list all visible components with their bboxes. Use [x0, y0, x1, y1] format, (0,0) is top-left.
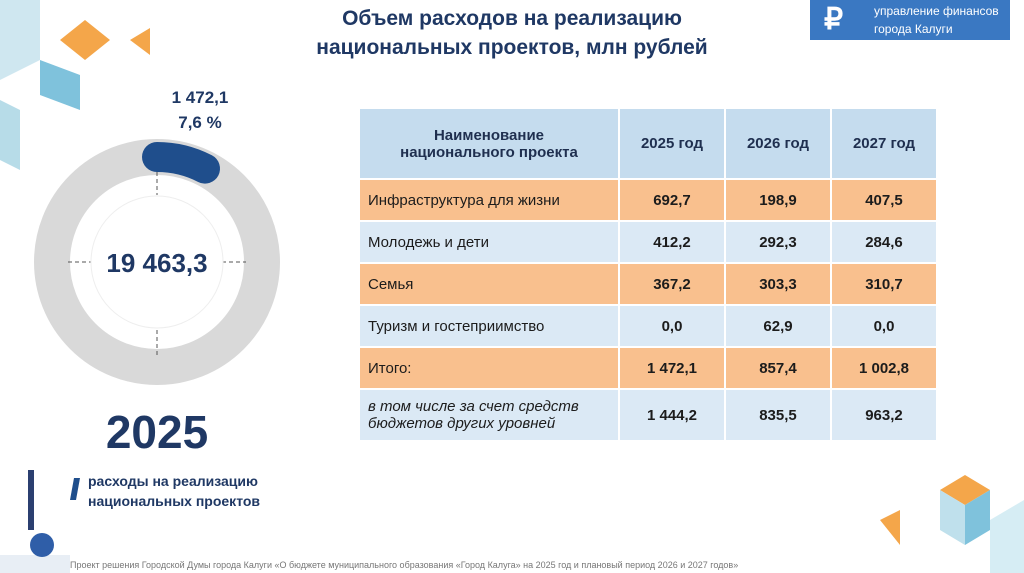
value-cell: 1 444,2: [618, 388, 726, 442]
value-cell: 0,0: [618, 304, 726, 348]
value-cell: 412,2: [618, 220, 726, 264]
row: Семья 367,2 303,3 310,7: [358, 262, 938, 306]
value-cell: 0,0: [830, 304, 938, 348]
logo: ₽ управление финансов города Калуги: [810, 0, 1010, 40]
name-cell: Молодежь и дети: [358, 220, 620, 264]
segment-percent: 7,6 %: [178, 113, 221, 132]
row: Итого: 1 472,1 857,4 1 002,8: [358, 346, 938, 390]
name-cell: Итого:: [358, 346, 620, 390]
row: Инфраструктура для жизни 692,7 198,9 407,5: [358, 178, 938, 222]
cube: [880, 510, 900, 545]
cube: [990, 500, 1024, 573]
name-cell: Туризм и гостеприимство: [358, 304, 620, 348]
donut-total: 19 463,3: [106, 248, 207, 278]
cube: [130, 28, 150, 55]
header-cell: Наименование национального проекта: [358, 107, 620, 180]
value-cell: 1 472,1: [618, 346, 726, 390]
logo-text: города Калуги: [874, 22, 953, 36]
header-cell: 2025 год: [618, 107, 726, 180]
segment-value: 1 472,1: [172, 88, 229, 107]
value-cell: 310,7: [830, 262, 938, 306]
monument: [30, 533, 54, 557]
title: Объем расходов на реализацию национальны…: [0, 4, 1024, 62]
value-cell: 62,9: [724, 304, 832, 348]
value-cell: 284,6: [830, 220, 938, 264]
value-cell: 692,7: [618, 178, 726, 222]
footer: Проект решения Городской Думы города Кал…: [70, 560, 739, 570]
name-cell: Инфраструктура для жизни: [358, 178, 620, 222]
title-line: национальных проектов, млн рублей: [316, 36, 708, 59]
name-cell: в том числе за счет средств бюджетов дру…: [358, 388, 620, 442]
cube: [0, 0, 40, 80]
row: Молодежь и дети 412,2 292,3 284,6: [358, 220, 938, 264]
row: в том числе за счет средств бюджетов дру…: [358, 388, 938, 442]
value-cell: 835,5: [724, 388, 832, 442]
value-cell: 292,3: [724, 220, 832, 264]
value-cell: 1 002,8: [830, 346, 938, 390]
header-cell: 2026 год: [724, 107, 832, 180]
table: Наименование национального проекта 2025 г…: [358, 107, 938, 442]
legend-swatch: [70, 478, 80, 500]
legend-text: национальных проектов: [88, 493, 260, 509]
cube: [60, 20, 110, 60]
year: 2025: [106, 406, 208, 458]
cube: [40, 60, 80, 110]
logo-text: управление финансов: [874, 4, 999, 18]
base: [0, 555, 70, 573]
ruble-icon: ₽: [824, 3, 844, 36]
cube: [0, 100, 20, 170]
donut-segment: [142, 141, 220, 184]
value-cell: 857,4: [724, 346, 832, 390]
value-cell: 198,9: [724, 178, 832, 222]
donut-center: [90, 195, 224, 329]
row: Туризм и гостеприимство 0,0 62,9 0,0: [358, 304, 938, 348]
value-cell: 367,2: [618, 262, 726, 306]
value-cell: 303,3: [724, 262, 832, 306]
header-cell: 2027 год: [830, 107, 938, 180]
cube: [965, 490, 990, 545]
title-line: Объем расходов на реализацию: [342, 7, 682, 30]
header-row: Наименование национального проекта 2025 г…: [358, 107, 938, 180]
monument: [28, 470, 34, 530]
legend-text: расходы на реализацию: [88, 473, 258, 489]
value-cell: 963,2: [830, 388, 938, 442]
cube: [940, 490, 965, 545]
name-cell: Семья: [358, 262, 620, 306]
value-cell: 407,5: [830, 178, 938, 222]
